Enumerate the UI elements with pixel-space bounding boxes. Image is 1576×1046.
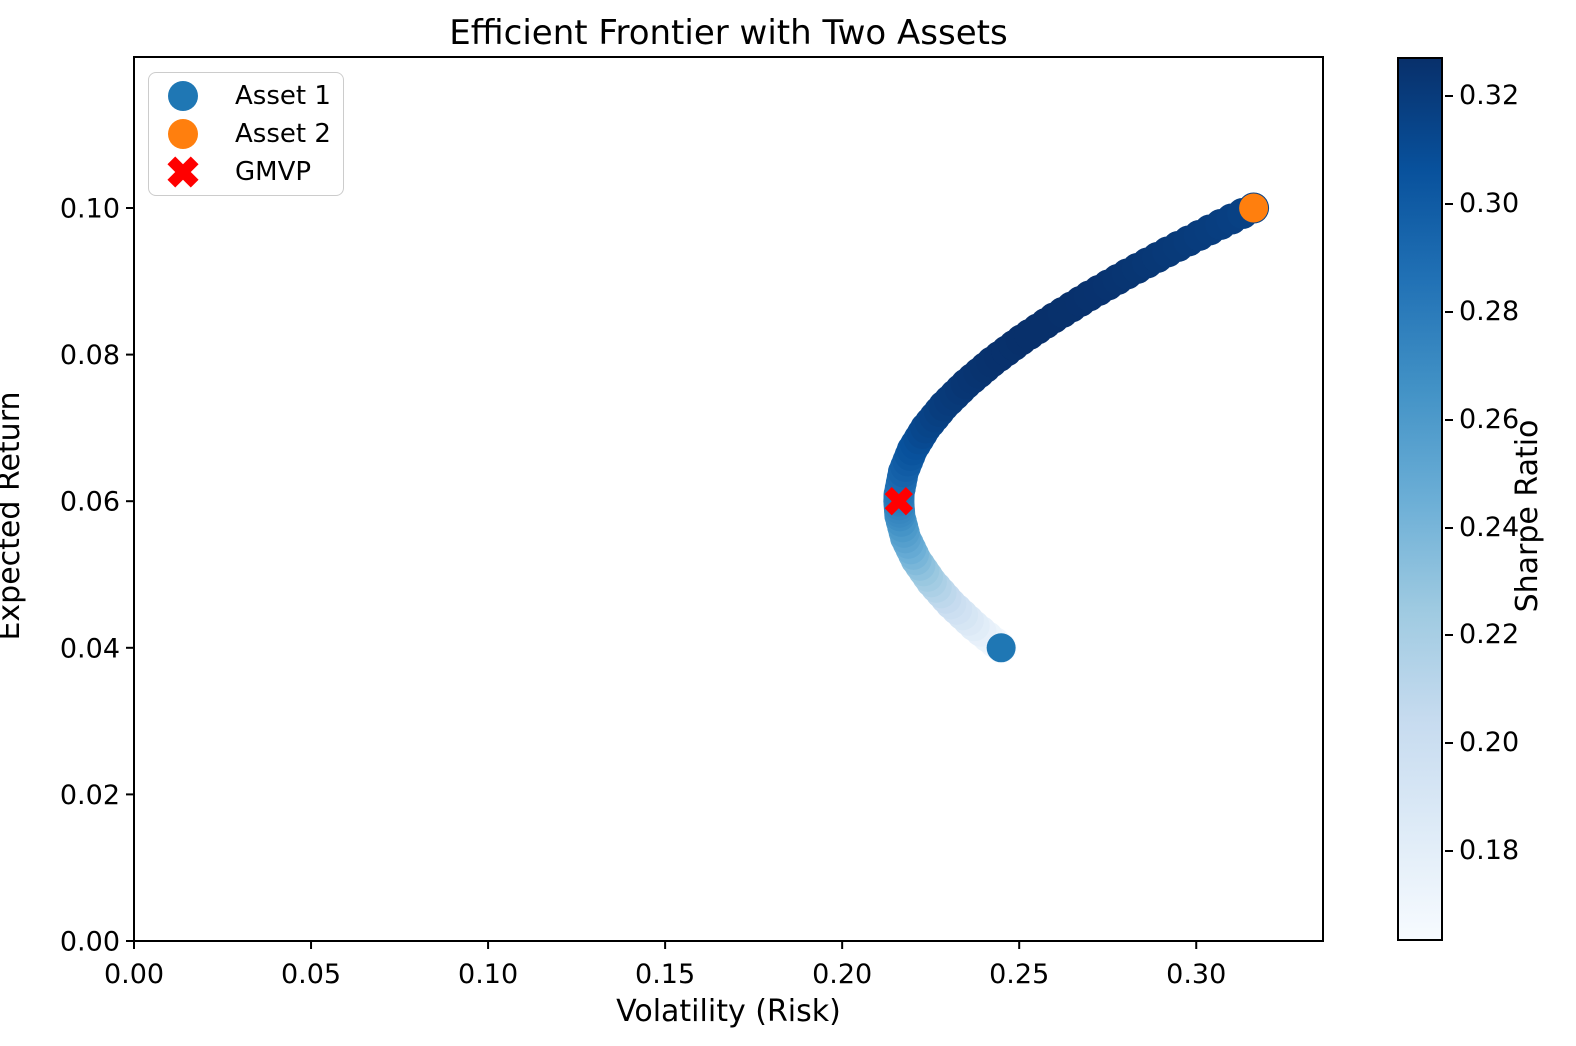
colorbar-tick <box>1445 203 1453 206</box>
colorbar-tick <box>1445 95 1453 98</box>
axes-frame <box>133 56 1324 942</box>
colorbar-tick <box>1445 310 1453 313</box>
x-axis-label: Volatility (Risk) <box>616 994 841 1029</box>
circle-icon <box>168 81 198 111</box>
asset-2-marker <box>1239 193 1269 223</box>
colorbar-tick <box>1445 418 1453 421</box>
y-tick-label: 0.10 <box>60 193 120 224</box>
gmvp-legend-marker-icon <box>161 154 205 190</box>
legend: Asset 1 Asset 2 GMVP <box>148 72 344 196</box>
colorbar-tick <box>1445 526 1453 529</box>
gmvp-marker <box>884 487 913 516</box>
colorbar-tick-label: 0.26 <box>1459 403 1520 435</box>
x-tick-label: 0.00 <box>104 959 164 990</box>
legend-item-asset-2: Asset 2 <box>161 115 333 153</box>
asset-2-legend-marker-icon <box>161 119 205 149</box>
colorbar <box>1397 57 1443 941</box>
legend-item-label: Asset 1 <box>235 81 331 111</box>
colorbar-tick-label: 0.24 <box>1459 511 1520 543</box>
y-tick-label: 0.06 <box>60 487 120 518</box>
legend-item-asset-1: Asset 1 <box>161 77 333 115</box>
colorbar-tick <box>1445 742 1453 745</box>
circle-icon <box>168 119 198 149</box>
colorbar-tick-label: 0.30 <box>1459 188 1520 220</box>
x-tick-label: 0.15 <box>635 959 695 990</box>
legend-item-label: Asset 2 <box>235 119 331 149</box>
colorbar-tick-label: 0.18 <box>1459 834 1520 866</box>
colorbar-tick-label: 0.32 <box>1459 80 1520 112</box>
colorbar-tick <box>1445 634 1453 637</box>
x-tick-label: 0.10 <box>458 959 518 990</box>
x-tick-label: 0.20 <box>812 959 872 990</box>
x-tick-label: 0.25 <box>989 959 1049 990</box>
y-tick-label: 0.08 <box>60 340 120 371</box>
x-icon <box>167 156 199 188</box>
y-tick-label: 0.04 <box>60 633 120 664</box>
y-axis-label: Expected Return <box>0 391 27 641</box>
colorbar-tick <box>1445 849 1453 852</box>
colorbar-tick-label: 0.20 <box>1459 727 1520 759</box>
x-tick-label: 0.05 <box>281 959 341 990</box>
legend-item-gmvp: GMVP <box>161 153 333 191</box>
x-tick-label: 0.30 <box>1166 959 1226 990</box>
asset-1-marker <box>986 633 1016 663</box>
y-tick-label: 0.02 <box>60 780 120 811</box>
y-tick-label: 0.00 <box>60 927 120 958</box>
colorbar-tick-label: 0.28 <box>1459 295 1520 327</box>
asset-1-legend-marker-icon <box>161 81 205 111</box>
legend-item-label: GMVP <box>235 157 312 187</box>
chart-title: Efficient Frontier with Two Assets <box>449 13 1008 53</box>
colorbar-tick-label: 0.22 <box>1459 619 1520 651</box>
